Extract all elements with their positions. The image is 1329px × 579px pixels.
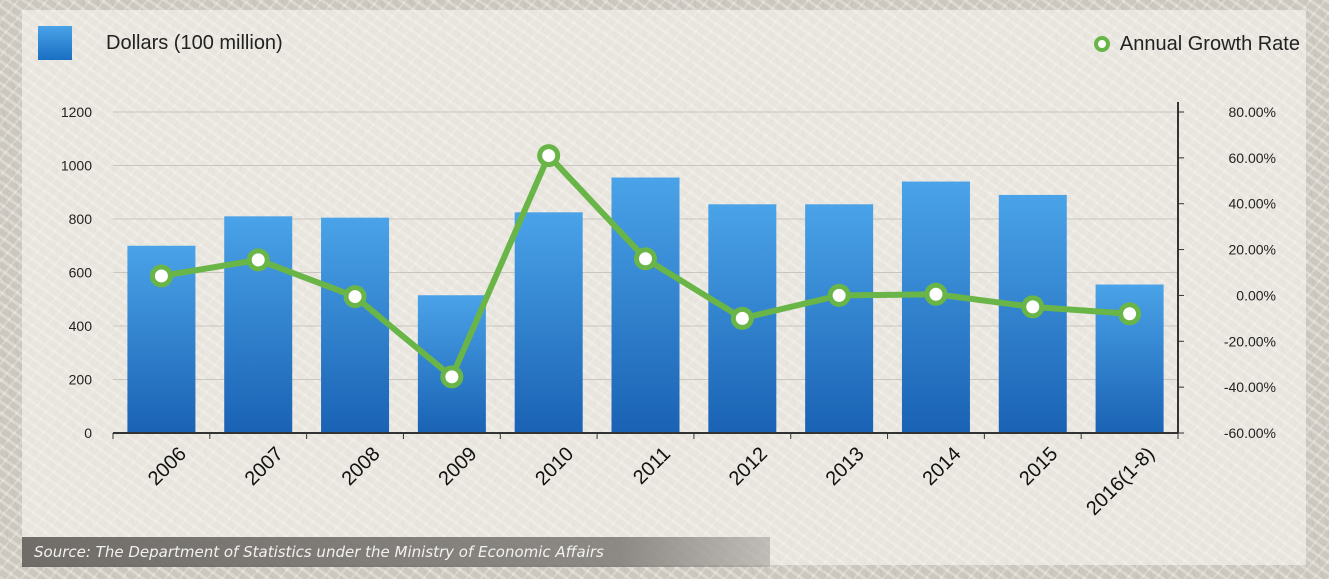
bar-series — [127, 177, 1164, 433]
left-tick-label: 600 — [69, 265, 93, 281]
growth-point-2015 — [1021, 295, 1045, 319]
x-tick-label: 2014 — [918, 443, 965, 490]
right-tick-label: 60.00% — [1229, 150, 1276, 166]
growth-point-2009 — [440, 365, 464, 389]
legend-line-label: Annual Growth Rate — [1119, 32, 1300, 55]
x-tick-label: 2008 — [338, 443, 385, 490]
x-tick-label: 2015 — [1015, 443, 1062, 490]
bar-2013 — [805, 204, 874, 433]
right-tick-label: -60.00% — [1224, 425, 1276, 441]
right-tick-label: -40.00% — [1224, 379, 1276, 395]
right-tick-label: 40.00% — [1229, 196, 1276, 212]
right-tick-label: 20.00% — [1229, 242, 1276, 258]
x-tick-label: 2013 — [822, 443, 869, 490]
growth-point-2010 — [537, 144, 561, 168]
growth-point-2006 — [149, 264, 173, 288]
growth-point-2008 — [343, 285, 367, 309]
bar-2014 — [901, 181, 970, 433]
bar-2011 — [611, 177, 680, 433]
left-tick-label: 0 — [84, 425, 92, 441]
legend-bar-swatch — [38, 26, 72, 60]
growth-point-2014 — [924, 282, 948, 306]
x-tick-label: 2016(1-8) — [1082, 443, 1159, 520]
x-tick-label: 2007 — [241, 443, 288, 490]
x-tick-label: 2012 — [725, 443, 772, 490]
growth-point-2011 — [634, 247, 657, 271]
legend-line: Annual Growth Rate — [1093, 30, 1300, 58]
axes — [112, 102, 1184, 439]
right-tick-label: 80.00% — [1229, 104, 1276, 120]
legend-bars: Dollars (100 million) — [38, 26, 283, 60]
legend-bar-label: Dollars (100 million) — [106, 31, 283, 54]
growth-point-2007 — [246, 248, 270, 272]
x-tick-label: 2011 — [629, 443, 675, 489]
bar-2010 — [514, 212, 583, 433]
x-tick-label: 2010 — [531, 443, 578, 490]
left-tick-label: 1000 — [61, 158, 92, 174]
source-note: Source: The Department of Statistics und… — [22, 537, 770, 567]
x-tick-label: 2009 — [434, 443, 481, 490]
growth-point-201618 — [1118, 302, 1142, 326]
left-tick-label: 400 — [69, 318, 93, 334]
growth-point-2012 — [730, 306, 754, 330]
left-tick-label: 1200 — [61, 104, 92, 120]
growth-line-series — [149, 144, 1142, 389]
x-tick-label: 2006 — [144, 443, 191, 490]
bar-2008 — [321, 217, 390, 433]
growth-point-2013 — [827, 283, 851, 307]
legend-line-marker-icon — [1093, 36, 1110, 52]
left-tick-label: 200 — [69, 372, 93, 388]
right-tick-label: -20.00% — [1224, 333, 1276, 349]
left-tick-label: 800 — [69, 211, 93, 227]
right-tick-label: 0.00% — [1236, 287, 1276, 303]
